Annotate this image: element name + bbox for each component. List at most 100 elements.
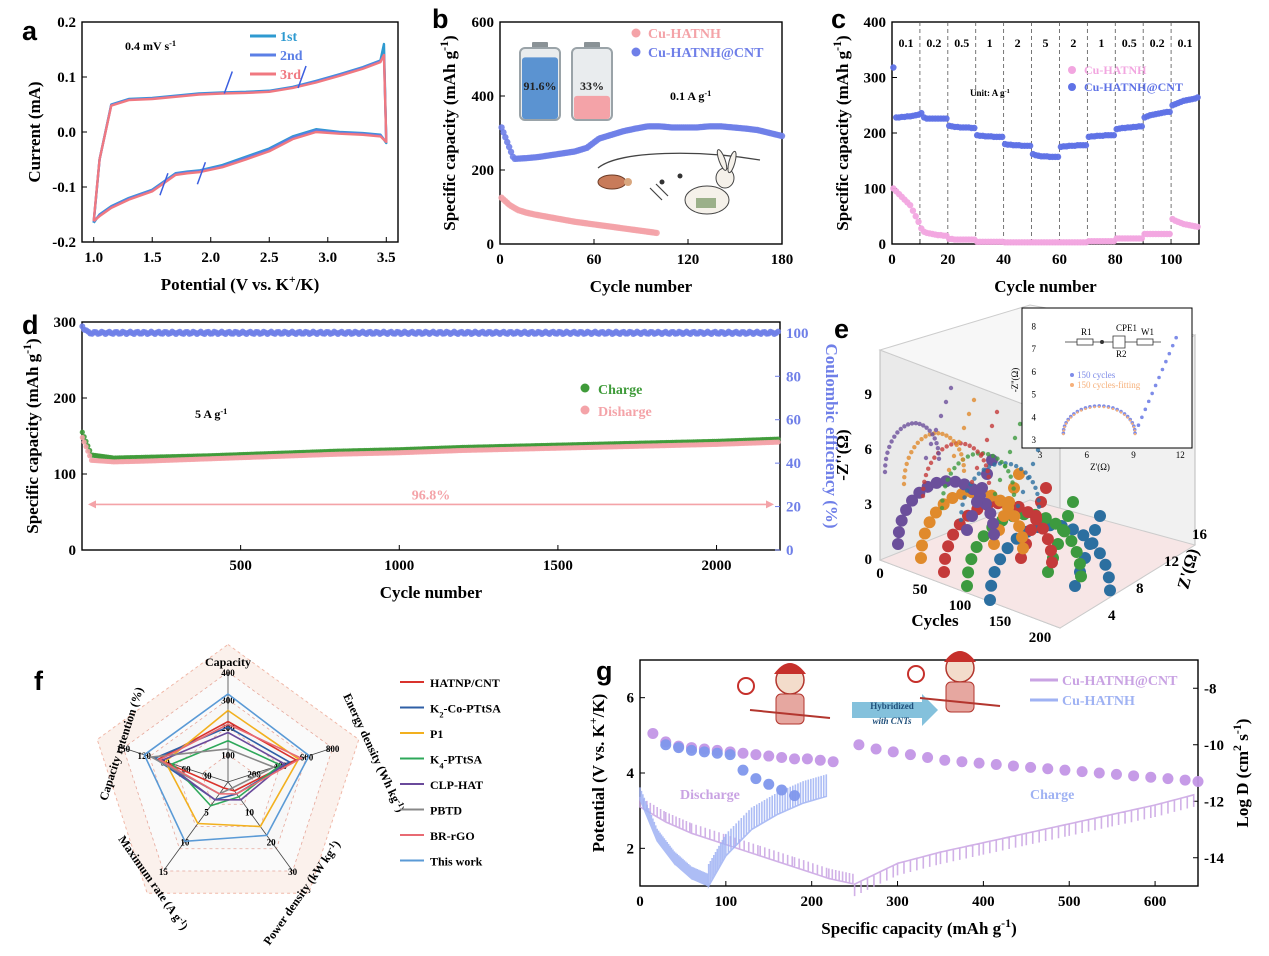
nyquist-tail-point [979,451,985,457]
panel-a-peak-mark [159,172,169,196]
gitt-cnt-charge [853,793,1195,897]
panel-d-ytick2-label: 60 [786,413,801,429]
inset-tail-point [1143,407,1148,412]
nyquist-point [1035,491,1040,497]
panel-f-radar: 1002003004002004006008001020305101530609… [96,643,501,948]
panel-c-point [971,124,978,132]
box-floor [878,499,1197,629]
nyquist-point [943,484,948,489]
panel-b-xtick-label: 120 [677,252,700,268]
nyquist-point [959,452,964,457]
circuit-label: R2 [1116,349,1127,359]
nyquist-point [971,446,977,451]
nyquist-point [1008,510,1021,523]
panel-c-rate-label: 0.5 [1122,36,1137,50]
nyquist-tail-point [951,453,957,459]
radar-series-BR-rGO [157,723,303,795]
logd-point [763,750,775,762]
nyquist-point [915,440,920,445]
nyquist-point [959,510,964,515]
circuit-label: W1 [1141,327,1154,337]
nyquist-point [987,517,1000,530]
logd-point [1007,760,1019,772]
nyquist-point [901,481,907,487]
panel-e-ztick-label: 12 [1164,554,1179,570]
nyquist-point [1011,492,1017,497]
panel-c-xtick-label: 40 [996,252,1011,268]
pebble [677,173,683,179]
nyquist-point [960,457,965,462]
panel-d-xtick-label: 500 [229,558,252,574]
panel-a-xlabel: Potential (V vs. K+/K) [161,272,320,294]
panel-b-point [507,148,515,156]
nyquist-point [895,514,908,527]
logd-point [990,759,1002,771]
radar-series-K [170,739,282,807]
panel-g-with-cnts: with CNTs [873,716,912,726]
panel-a-peak-mark [196,161,207,185]
nyquist-point [949,442,954,447]
panel-c-ytick-label: 0 [879,237,887,253]
panel-c-ytick-label: 300 [864,71,887,87]
nyquist-tail-point [1094,510,1106,522]
logd-point [763,778,775,790]
nyquist-tail-point [984,437,990,443]
nyquist-point [1093,547,1106,560]
radar-tick-label: 15 [159,867,169,877]
nyquist-tail-point [1015,552,1027,564]
nyquist-point [1013,520,1026,533]
nyquist-point [965,454,971,459]
panel-a-xtick-label: 2.5 [260,250,279,266]
nyquist-tail-point [1002,463,1008,469]
radar-legend-2: P1 [430,727,443,741]
nyquist-point [981,467,986,472]
panel-g-xtick-label: 600 [1144,894,1167,910]
logd-point [660,739,672,751]
panel-g-ytick2-label: -14 [1204,851,1224,867]
logd-point [673,742,685,754]
nyquist-tail-point [971,496,983,508]
nyquist-point [936,456,942,461]
panel-g-ytick-label: 2 [627,841,635,857]
nyquist-point [942,540,955,553]
nyquist-point [984,594,996,606]
panel-label-d: d [22,310,39,340]
radar-tick-label: 20 [267,837,277,847]
panel-c-ylabel: Specific capacity (mAh g-1) [830,35,852,230]
nyquist-point [934,440,939,446]
nyquist-tail-point [933,427,939,433]
nyquist-point [1077,529,1090,542]
nyquist-point [988,528,1000,541]
nyquist-tail-point [956,439,962,445]
inset-tail-point [1153,383,1158,388]
panel-a-ytick-label: 0.0 [57,125,76,141]
logd-point [904,749,916,761]
nyquist-point [957,447,962,452]
nyquist-point [903,468,908,473]
panel-c-rate-label: 0.1 [1178,36,1193,50]
panel-a-peak-mark [223,71,234,94]
panel-d-point [87,453,93,459]
warrior-ribbon [737,677,755,695]
cartoon-ground [597,152,761,169]
nyquist-point [913,421,919,426]
inset-fit-point [1107,406,1110,410]
nyquist-point [976,471,982,476]
nyquist-point [924,425,929,430]
panel-label-c: c [831,4,846,34]
inset-fit-point [1062,432,1065,436]
circuit-node [1100,340,1104,344]
panel-d-rate: 5 A g-1 [195,407,227,422]
nyquist-tail-point [923,455,929,461]
battery-label: 33% [580,79,604,93]
nyquist-point [941,491,946,496]
inset-legend-1: 150 cycles-fitting [1077,380,1141,390]
inset-ytick-label: 7 [1032,344,1037,354]
inset-xtick-label: 3 [1038,450,1043,460]
logd-point [737,747,749,759]
panel-c-rate-label: 0.5 [954,36,969,50]
panel-c-unit: Unit: A g-1 [970,88,1010,99]
logd-point [1192,775,1204,787]
nyquist-tail-point [948,385,954,391]
nyquist-point [940,447,945,452]
